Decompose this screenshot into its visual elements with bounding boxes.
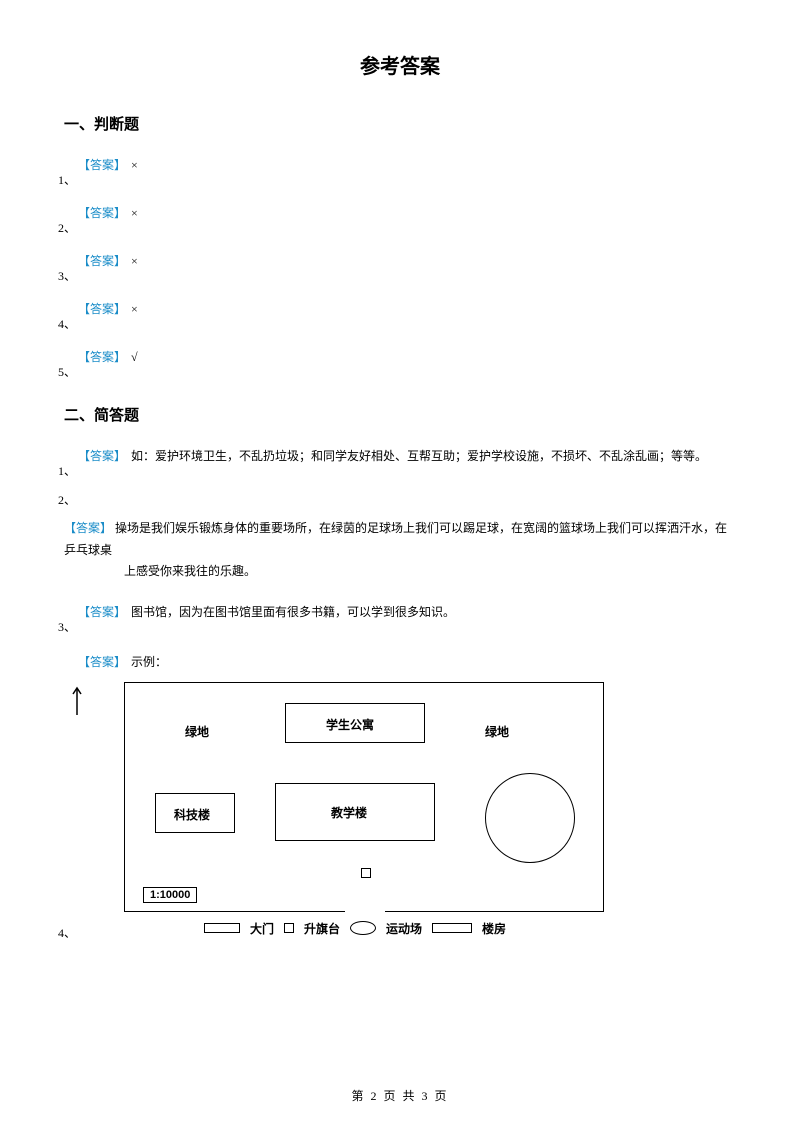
short-answer-4: 【答案】 示例： 绿地 学生公寓 绿地 科技楼 教学楼 bbox=[64, 653, 736, 937]
legend-flag-label: 升旗台 bbox=[304, 920, 340, 937]
item-number: 2、 bbox=[58, 491, 736, 508]
judgement-item-2: 【答案】 × 2、 bbox=[64, 204, 736, 234]
answer-text: 图书馆，因为在图书馆里面有很多书籍，可以学到很多知识。 bbox=[131, 605, 455, 619]
item-number: 3、 bbox=[58, 618, 76, 635]
page-title: 参考答案 bbox=[64, 50, 736, 79]
judgement-item-5: 【答案】 √ 5、 bbox=[64, 348, 736, 378]
answer-value: × bbox=[131, 158, 138, 172]
answer-value: × bbox=[131, 302, 138, 316]
campus-diagram: 绿地 学生公寓 绿地 科技楼 教学楼 1:10000 大门 bbox=[64, 682, 736, 937]
oval-field bbox=[485, 773, 575, 863]
legend-flag-icon bbox=[284, 923, 294, 933]
short-answer-1: 【答案】 如：爱护环境卫生，不乱扔垃圾；和同学友好相处、互帮互助；爱护学校设施，… bbox=[64, 447, 736, 477]
judgement-item-4: 【答案】 × 4、 bbox=[64, 300, 736, 330]
answer-label: 【答案】 bbox=[78, 605, 126, 619]
scale-box: 1:10000 bbox=[143, 887, 197, 903]
section2-heading: 二、简答题 bbox=[64, 404, 736, 425]
label-green1: 绿地 bbox=[185, 723, 209, 740]
short-answer-2: 2、 【答案】 操场是我们娱乐锻炼身体的重要场所，在绿茵的足球场上我们可以踢足球… bbox=[64, 491, 736, 583]
legend-gate-icon bbox=[204, 923, 240, 933]
judgement-item-1: 【答案】 × 1、 bbox=[64, 156, 736, 186]
answer-text-line1: 操场是我们娱乐锻炼身体的重要场所，在绿茵的足球场上我们可以踢足球，在宽阔的篮球场… bbox=[64, 521, 727, 557]
rect-teach: 教学楼 bbox=[275, 783, 435, 841]
legend-field-icon bbox=[350, 921, 376, 935]
answer-label: 【答案】 bbox=[64, 521, 112, 535]
legend-gate-label: 大门 bbox=[250, 920, 274, 937]
answer-label: 【答案】 bbox=[78, 254, 126, 268]
rect-dorm: 学生公寓 bbox=[285, 703, 425, 743]
diagram-frame: 绿地 学生公寓 绿地 科技楼 教学楼 1:10000 bbox=[124, 682, 604, 912]
item-number: 4、 bbox=[58, 924, 76, 941]
item-number: 3、 bbox=[58, 267, 76, 284]
north-arrow-icon bbox=[72, 685, 82, 715]
section1-heading: 一、判断题 bbox=[64, 113, 736, 134]
diagram-legend: 大门 升旗台 运动场 楼房 bbox=[124, 920, 736, 937]
item-number: 5、 bbox=[58, 363, 76, 380]
judgement-item-3: 【答案】 × 3、 bbox=[64, 252, 736, 282]
label-dorm: 学生公寓 bbox=[326, 716, 374, 733]
answer-label: 【答案】 bbox=[78, 655, 126, 669]
flag-square bbox=[361, 868, 371, 878]
rect-tech: 科技楼 bbox=[155, 793, 235, 833]
short-answer-3: 【答案】 图书馆，因为在图书馆里面有很多书籍，可以学到很多知识。 3、 bbox=[64, 603, 736, 633]
item-number: 2、 bbox=[58, 219, 76, 236]
label-teach: 教学楼 bbox=[331, 804, 367, 821]
answer-value: × bbox=[131, 206, 138, 220]
answer-text: 如：爱护环境卫生，不乱扔垃圾；和同学友好相处、互帮互助；爱护学校设施，不损坏、不… bbox=[131, 449, 707, 463]
answer-label: 【答案】 bbox=[78, 449, 126, 463]
answer-label: 【答案】 bbox=[78, 206, 126, 220]
item-number: 1、 bbox=[58, 462, 76, 479]
item-number: 1、 bbox=[58, 171, 76, 188]
label-green2: 绿地 bbox=[485, 723, 509, 740]
answer-value: √ bbox=[131, 350, 138, 364]
answer-value: × bbox=[131, 254, 138, 268]
item-number: 4、 bbox=[58, 315, 76, 332]
page-footer: 第 2 页 共 3 页 bbox=[0, 1087, 800, 1104]
legend-building-icon bbox=[432, 923, 472, 933]
answer-label: 【答案】 bbox=[78, 350, 126, 364]
gate-gap bbox=[345, 910, 385, 913]
answer-label: 【答案】 bbox=[78, 302, 126, 316]
label-tech: 科技楼 bbox=[174, 806, 210, 823]
legend-building-label: 楼房 bbox=[482, 920, 506, 937]
answer-label: 【答案】 bbox=[78, 158, 126, 172]
legend-field-label: 运动场 bbox=[386, 920, 422, 937]
answer-text-line2: 上感受你来我往的乐趣。 bbox=[64, 561, 736, 583]
answer-intro: 示例： bbox=[131, 655, 167, 669]
